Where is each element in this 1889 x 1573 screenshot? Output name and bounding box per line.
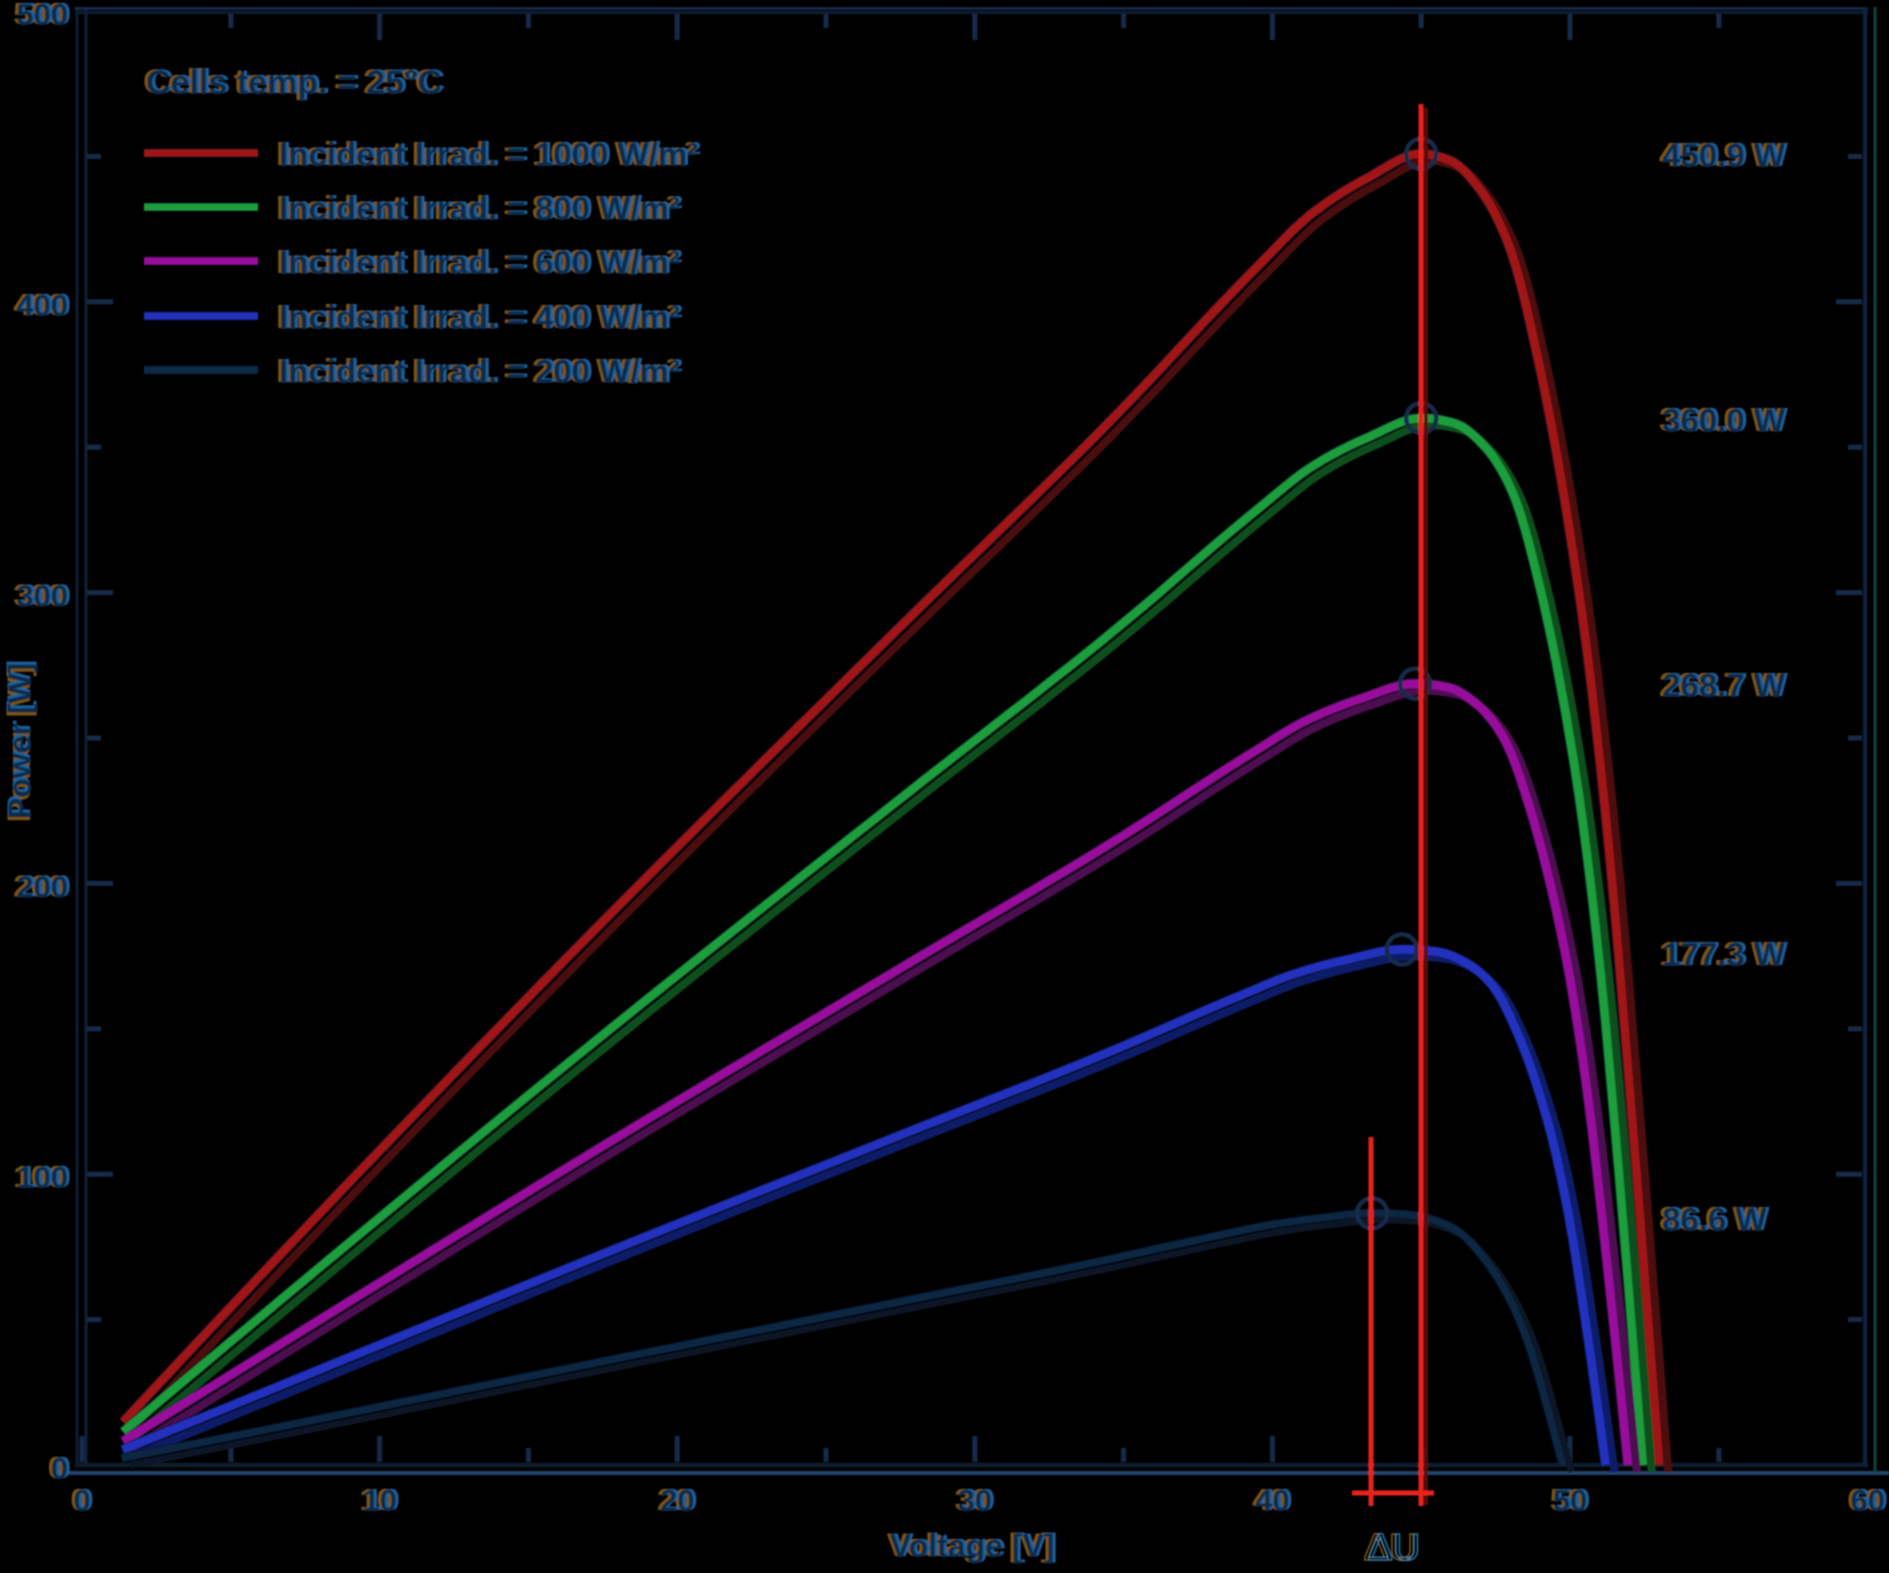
svg-text:200: 200	[13, 868, 65, 903]
svg-text:400: 400	[13, 287, 65, 322]
svg-text:0: 0	[73, 1483, 90, 1518]
svg-text:10: 10	[365, 1482, 399, 1517]
svg-text:Incident Irrad. = 600 W/m²: Incident Irrad. = 600 W/m²	[282, 243, 683, 280]
svg-text:10: 10	[359, 1482, 393, 1517]
svg-text:Incident Irrad. = 600 W/m²: Incident Irrad. = 600 W/m²	[279, 244, 680, 281]
svg-text:400: 400	[16, 288, 68, 323]
svg-text:20: 20	[657, 1482, 691, 1517]
svg-text:Incident Irrad. = 1000 W/m²: Incident Irrad. = 1000 W/m²	[282, 135, 701, 172]
svg-text:Incident Irrad. = 600 W/m²: Incident Irrad. = 600 W/m²	[276, 243, 677, 280]
svg-text:177.3 W: 177.3 W	[1665, 935, 1789, 972]
svg-text:Power [W]: Power [W]	[1, 666, 37, 822]
svg-text:60: 60	[1850, 1483, 1884, 1518]
svg-text:30: 30	[955, 1482, 989, 1517]
svg-text:Incident Irrad. = 1000 W/m²: Incident Irrad. = 1000 W/m²	[279, 136, 698, 173]
svg-text:0: 0	[54, 1450, 71, 1485]
svg-text:177.3 W: 177.3 W	[1659, 935, 1783, 972]
svg-text:177.3 W: 177.3 W	[1662, 936, 1786, 973]
svg-text:86.6 W: 86.6 W	[1665, 1200, 1770, 1237]
svg-text:400: 400	[19, 287, 71, 322]
svg-text:360.0 W: 360.0 W	[1662, 402, 1786, 439]
svg-text:Cells temp. = 25°C: Cells temp. = 25°C	[149, 63, 445, 101]
svg-text:360.0 W: 360.0 W	[1659, 401, 1783, 438]
svg-text:268.7 W: 268.7 W	[1662, 667, 1786, 704]
svg-text:Incident Irrad. = 800 W/m²: Incident Irrad. = 800 W/m²	[276, 189, 677, 226]
svg-text:Power [W]: Power [W]	[2, 663, 38, 819]
svg-text:300: 300	[19, 578, 71, 613]
svg-text:60: 60	[1847, 1482, 1881, 1517]
svg-text:Incident Irrad. = 200 W/m²: Incident Irrad. = 200 W/m²	[276, 352, 677, 389]
svg-text:60: 60	[1853, 1482, 1887, 1517]
svg-text:Power [W]: Power [W]	[1, 660, 37, 816]
svg-text:Incident Irrad. = 400 W/m²: Incident Irrad. = 400 W/m²	[282, 298, 683, 335]
svg-text:ΔU: ΔU	[1368, 1527, 1421, 1569]
svg-text:Incident Irrad. = 200 W/m²: Incident Irrad. = 200 W/m²	[282, 352, 683, 389]
svg-text:268.7 W: 268.7 W	[1665, 666, 1789, 703]
svg-text:Voltage [V]: Voltage [V]	[890, 1528, 1055, 1564]
svg-text:0: 0	[70, 1482, 87, 1517]
svg-text:Cells temp. = 25°C: Cells temp. = 25°C	[143, 63, 439, 101]
svg-text:10: 10	[362, 1483, 396, 1518]
svg-text:20: 20	[660, 1483, 694, 1518]
svg-text:Incident Irrad. = 800 W/m²: Incident Irrad. = 800 W/m²	[282, 189, 683, 226]
svg-text:300: 300	[13, 578, 65, 613]
svg-text:450.9 W: 450.9 W	[1659, 136, 1783, 173]
svg-text:Incident Irrad. = 200 W/m²: Incident Irrad. = 200 W/m²	[279, 353, 680, 390]
svg-text:500: 500	[16, 0, 68, 32]
svg-text:500: 500	[19, 0, 71, 31]
svg-text:Incident Irrad. = 400 W/m²: Incident Irrad. = 400 W/m²	[279, 299, 680, 336]
svg-text:50: 50	[1550, 1482, 1584, 1517]
svg-text:Cells temp. = 25°C: Cells temp. = 25°C	[146, 64, 442, 102]
svg-text:360.0 W: 360.0 W	[1665, 401, 1789, 438]
svg-text:50: 50	[1556, 1482, 1590, 1517]
svg-text:30: 30	[958, 1483, 992, 1518]
svg-text:200: 200	[16, 869, 68, 904]
svg-text:40: 40	[1255, 1483, 1289, 1518]
svg-text:86.6 W: 86.6 W	[1662, 1201, 1767, 1238]
svg-text:100: 100	[16, 1160, 68, 1195]
svg-text:Incident Irrad. = 1000 W/m²: Incident Irrad. = 1000 W/m²	[276, 135, 695, 172]
svg-text:20: 20	[663, 1482, 697, 1517]
svg-text:0: 0	[48, 1450, 65, 1485]
svg-text:0: 0	[76, 1482, 93, 1517]
svg-text:Voltage [V]: Voltage [V]	[887, 1527, 1052, 1563]
svg-text:ΔU: ΔU	[1364, 1527, 1417, 1569]
svg-text:Voltage [V]: Voltage [V]	[893, 1527, 1058, 1563]
svg-text:450.9 W: 450.9 W	[1662, 137, 1786, 174]
svg-text:200: 200	[19, 868, 71, 903]
svg-text:450.9 W: 450.9 W	[1665, 136, 1789, 173]
svg-text:Incident Irrad. = 800 W/m²: Incident Irrad. = 800 W/m²	[279, 190, 680, 227]
svg-text:268.7 W: 268.7 W	[1659, 666, 1783, 703]
svg-text:100: 100	[19, 1159, 71, 1194]
svg-text:86.6 W: 86.6 W	[1659, 1200, 1764, 1237]
svg-text:50: 50	[1553, 1483, 1587, 1518]
svg-text:500: 500	[13, 0, 65, 31]
svg-text:100: 100	[13, 1159, 65, 1194]
svg-text:300: 300	[16, 579, 68, 614]
svg-text:Incident Irrad. = 400 W/m²: Incident Irrad. = 400 W/m²	[276, 298, 677, 335]
svg-text:0: 0	[51, 1451, 68, 1486]
svg-text:30: 30	[961, 1482, 995, 1517]
svg-text:40: 40	[1252, 1482, 1286, 1517]
svg-text:40: 40	[1258, 1482, 1292, 1517]
